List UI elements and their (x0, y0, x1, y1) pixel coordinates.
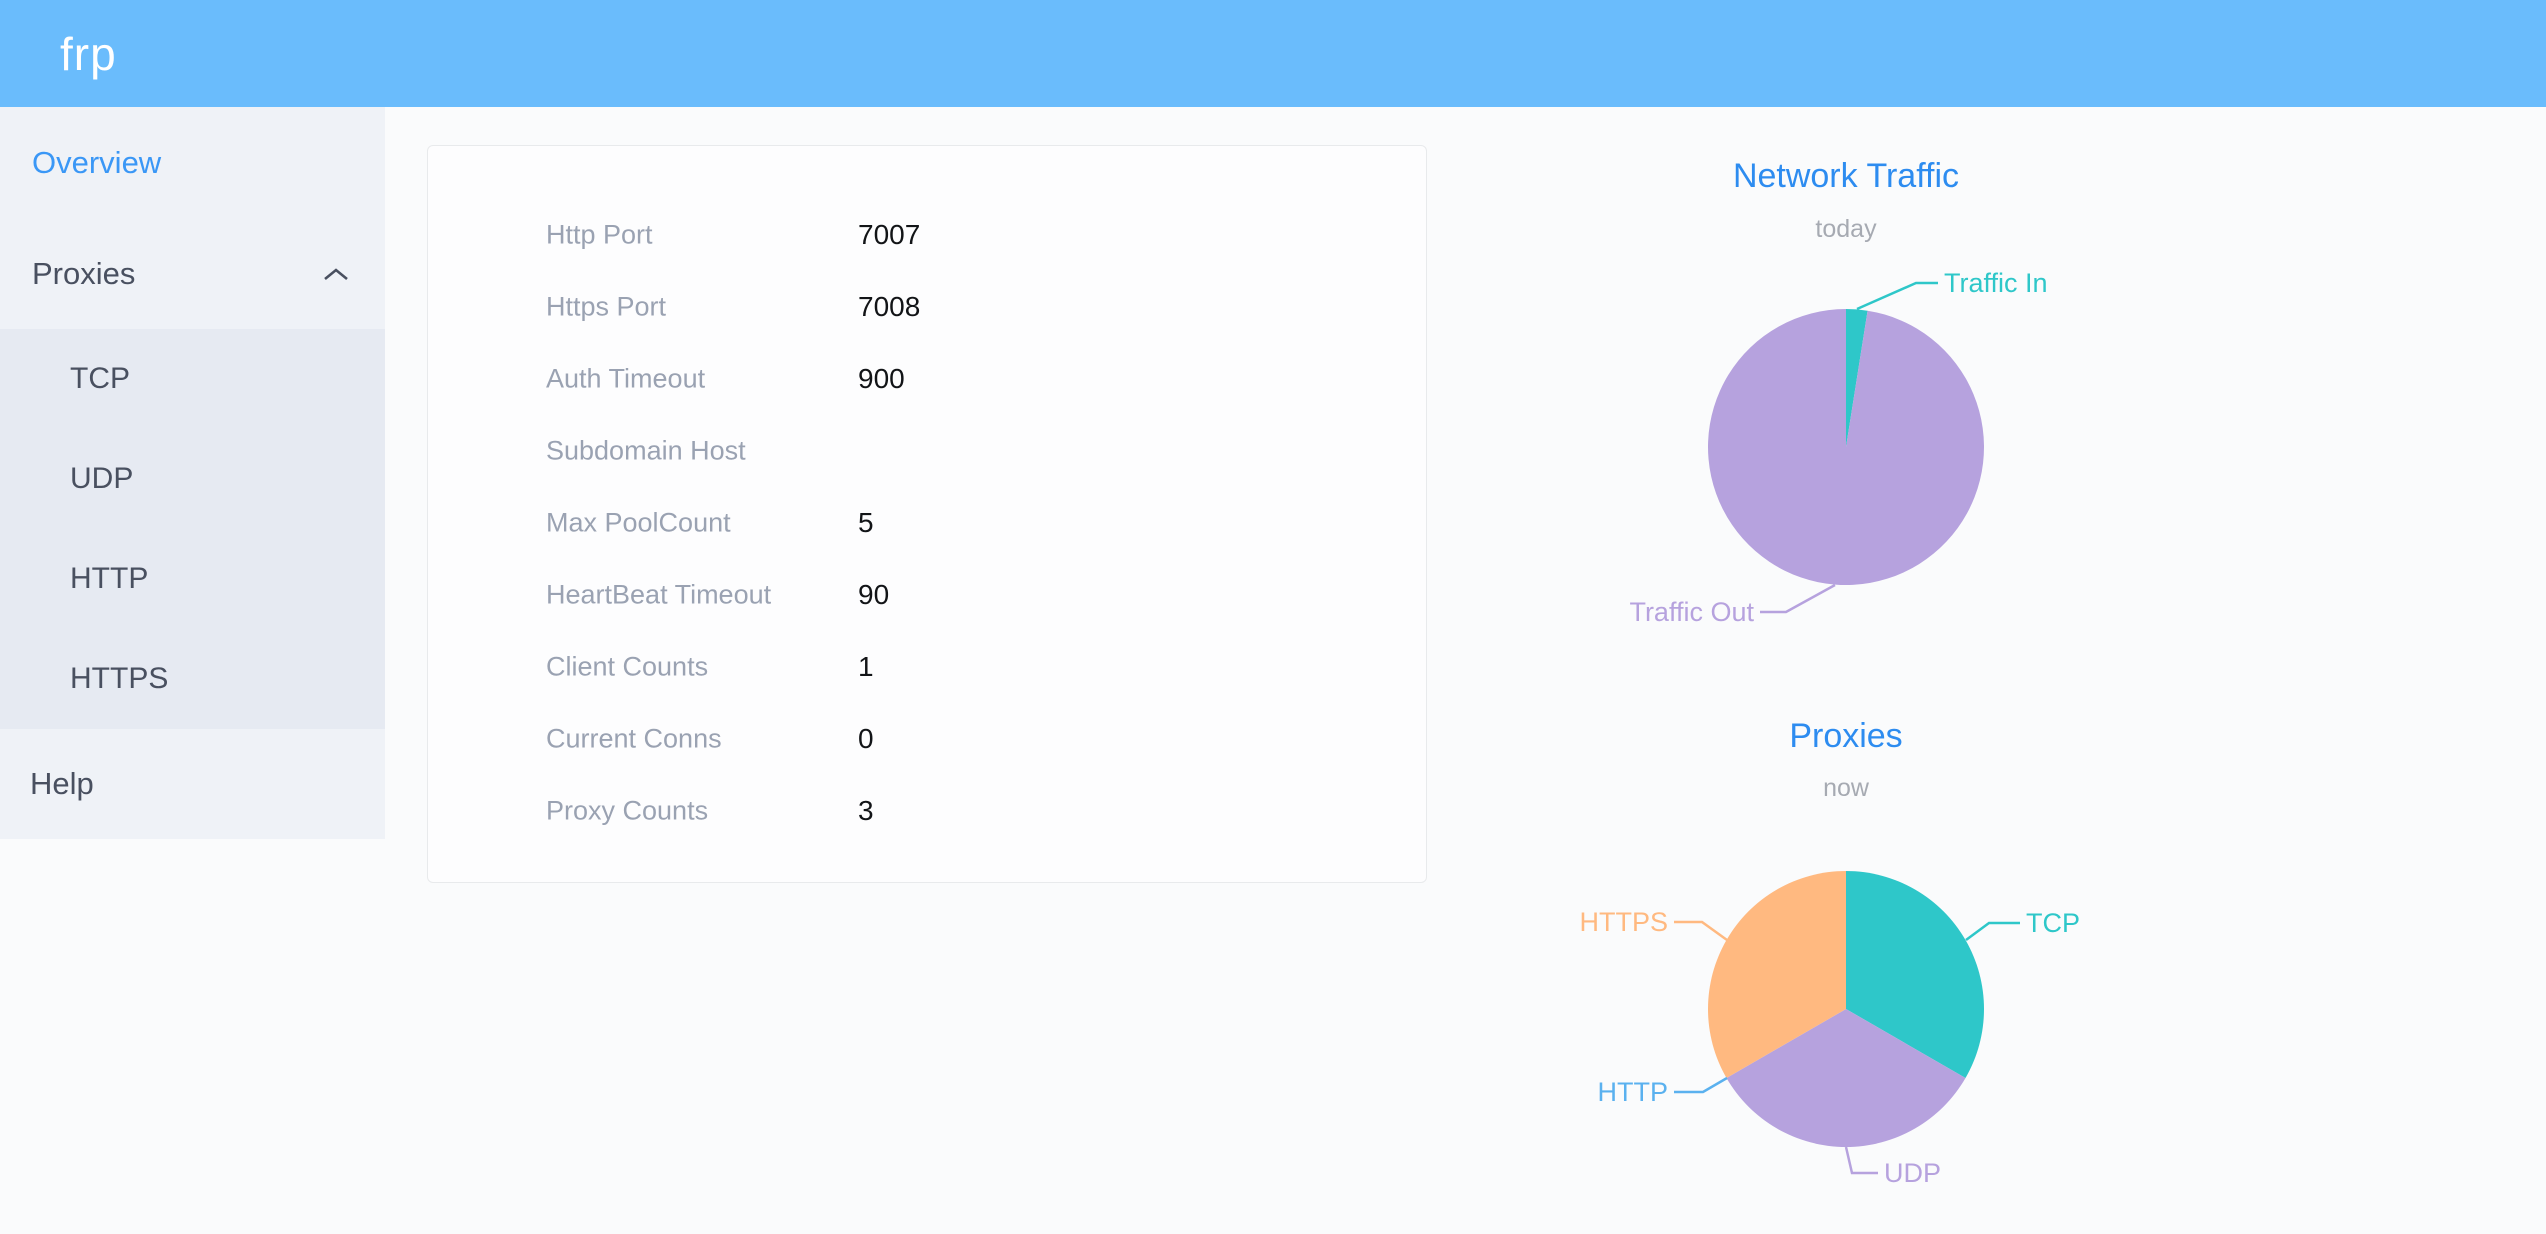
info-row-client-counts: Client Counts 1 (428, 631, 1426, 703)
info-row-auth-timeout: Auth Timeout 900 (428, 343, 1426, 415)
info-label: Http Port (546, 219, 653, 250)
traffic-in-leader-line (1856, 281, 1938, 311)
info-label: Subdomain Host (546, 435, 746, 466)
info-label: Current Conns (546, 723, 722, 754)
https-label: HTTPS (1579, 907, 1668, 937)
sidebar-item-label: HTTP (70, 562, 149, 595)
sidebar-item-label: Help (30, 766, 94, 801)
traffic-in-label: Traffic In (1944, 268, 2048, 298)
http-leader-line (1674, 1076, 1728, 1094)
info-row-proxy-counts: Proxy Counts 3 (428, 775, 1426, 847)
info-value: 3 (858, 795, 874, 826)
info-label: Proxy Counts (546, 795, 709, 826)
network-traffic-pie (1708, 309, 1984, 585)
charts-panel: Network Traffic today Traffic In Traffic… (1579, 157, 2080, 1188)
info-label: Client Counts (546, 651, 709, 682)
chevron-up-icon (324, 267, 348, 280)
info-value: 90 (858, 579, 890, 610)
info-value: 900 (858, 363, 905, 394)
info-row-heartbeat-timeout: HeartBeat Timeout 90 (428, 559, 1426, 631)
sidebar-item-proxies[interactable]: Proxies (0, 218, 385, 329)
info-label: HeartBeat Timeout (546, 579, 772, 610)
http-label: HTTP (1598, 1077, 1669, 1107)
pie-slice-https[interactable] (1708, 871, 1846, 1078)
sidebar: Overview Proxies TCP UDP HTTP HTTPS Help (0, 107, 385, 839)
proxies-chart-title: Proxies (1789, 717, 1902, 755)
info-row-https-port: Https Port 7008 (428, 271, 1426, 343)
traffic-out-leader-line (1760, 583, 1836, 614)
udp-label: UDP (1884, 1158, 1941, 1188)
sidebar-item-overview[interactable]: Overview (0, 107, 385, 218)
sidebar-item-https[interactable]: HTTPS (0, 629, 385, 729)
info-value: 0 (858, 723, 874, 754)
sidebar-item-label: HTTPS (70, 662, 169, 695)
tcp-leader-line (1965, 921, 2020, 942)
app-logo: frp (60, 27, 117, 80)
info-row-http-port: Http Port 7007 (428, 199, 1426, 271)
sidebar-item-http[interactable]: HTTP (0, 529, 385, 629)
network-traffic-chart-subtitle: today (1815, 215, 1877, 243)
server-info-card: Http Port 7007 Https Port 7008 Auth Time… (427, 145, 1427, 883)
sidebar-submenu-proxies: TCP UDP HTTP HTTPS (0, 329, 385, 729)
traffic-out-label: Traffic Out (1629, 597, 1754, 627)
sidebar-item-tcp[interactable]: TCP (0, 329, 385, 429)
info-label: Max PoolCount (546, 507, 731, 538)
info-value: 7008 (858, 291, 921, 322)
sidebar-item-label: UDP (70, 462, 134, 495)
sidebar-item-label: TCP (70, 362, 130, 395)
sidebar-item-help[interactable]: Help (0, 729, 385, 839)
network-traffic-chart-title: Network Traffic (1733, 157, 1959, 195)
info-row-max-poolcount: Max PoolCount 5 (428, 487, 1426, 559)
pie-slice-traffic-out[interactable] (1708, 309, 1984, 585)
proxies-chart-subtitle: now (1823, 774, 1870, 802)
pie-slice-traffic-in[interactable] (1846, 309, 1868, 447)
tcp-label: TCP (2026, 908, 2080, 938)
info-label: Auth Timeout (546, 363, 706, 394)
info-row-current-conns: Current Conns 0 (428, 703, 1426, 775)
info-value: 1 (858, 651, 874, 682)
info-label: Https Port (546, 291, 667, 322)
info-row-subdomain-host: Subdomain Host (428, 415, 1426, 487)
info-value: 5 (858, 507, 874, 538)
sidebar-item-label: Proxies (32, 255, 136, 291)
udp-leader-line (1844, 1146, 1878, 1175)
sidebar-item-udp[interactable]: UDP (0, 429, 385, 529)
header: frp (0, 0, 2546, 107)
pie-slice-tcp[interactable] (1846, 871, 1984, 1078)
https-leader-line (1674, 920, 1728, 942)
info-value: 7007 (858, 219, 921, 250)
proxies-pie (1708, 871, 1984, 1147)
sidebar-item-label: Overview (32, 144, 162, 180)
